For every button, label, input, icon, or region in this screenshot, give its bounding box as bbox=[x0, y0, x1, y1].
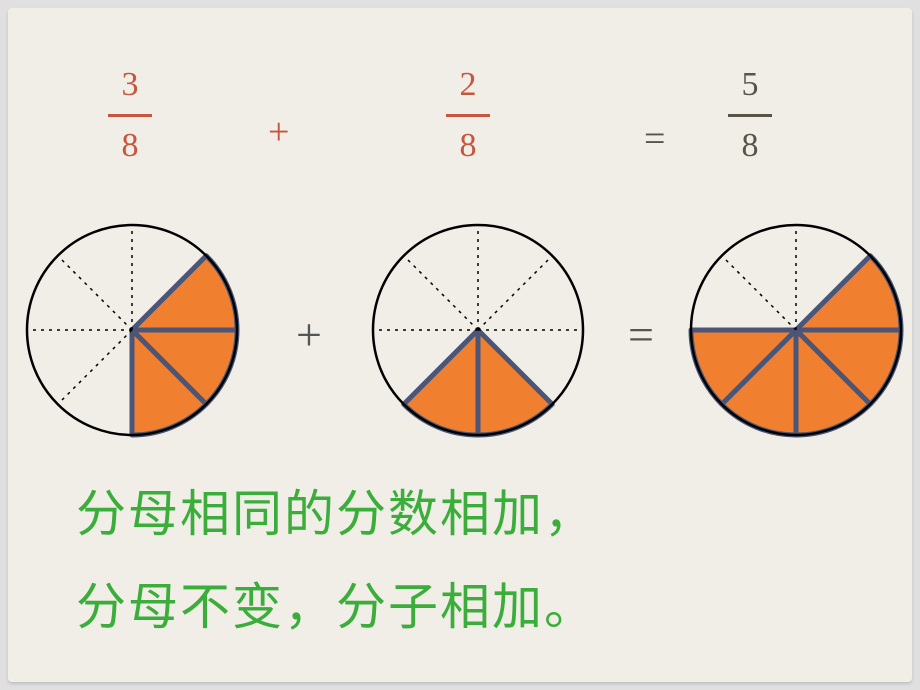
caption-line-1: 分母相同的分数相加， bbox=[76, 486, 596, 542]
pie-3 bbox=[688, 222, 904, 438]
fraction-3: 5 8 bbox=[728, 68, 772, 163]
fraction-3-denominator: 8 bbox=[728, 129, 772, 163]
equals-sign: = bbox=[644, 120, 665, 158]
fraction-2: 2 8 bbox=[446, 68, 490, 163]
pie-1 bbox=[24, 222, 240, 438]
fraction-equation-row: 3 8 + 2 8 = 5 8 bbox=[8, 68, 912, 208]
pie-row bbox=[8, 222, 912, 452]
fraction-1-numerator: 3 bbox=[108, 68, 152, 102]
fraction-1: 3 8 bbox=[108, 68, 152, 163]
fraction-3-numerator: 5 bbox=[728, 68, 772, 102]
caption-text: 分母相同的分数相加， 分母不变，分子相加。 bbox=[76, 468, 596, 653]
plus-sign: + bbox=[268, 113, 289, 151]
slide-panel: 3 8 + 2 8 = 5 8 + = 分母相同的分数相加， 分母不变，分子相加… bbox=[8, 8, 912, 682]
fraction-2-bar bbox=[446, 114, 490, 117]
pie-plus-sign: + bbox=[296, 312, 322, 358]
caption-line-2: 分母不变，分子相加。 bbox=[76, 579, 596, 635]
fraction-1-bar bbox=[108, 114, 152, 117]
pie-equals-sign: = bbox=[628, 312, 654, 358]
fraction-1-denominator: 8 bbox=[108, 129, 152, 163]
pie-2 bbox=[370, 222, 586, 438]
fraction-3-bar bbox=[728, 114, 772, 117]
fraction-2-numerator: 2 bbox=[446, 68, 490, 102]
fraction-2-denominator: 8 bbox=[446, 129, 490, 163]
